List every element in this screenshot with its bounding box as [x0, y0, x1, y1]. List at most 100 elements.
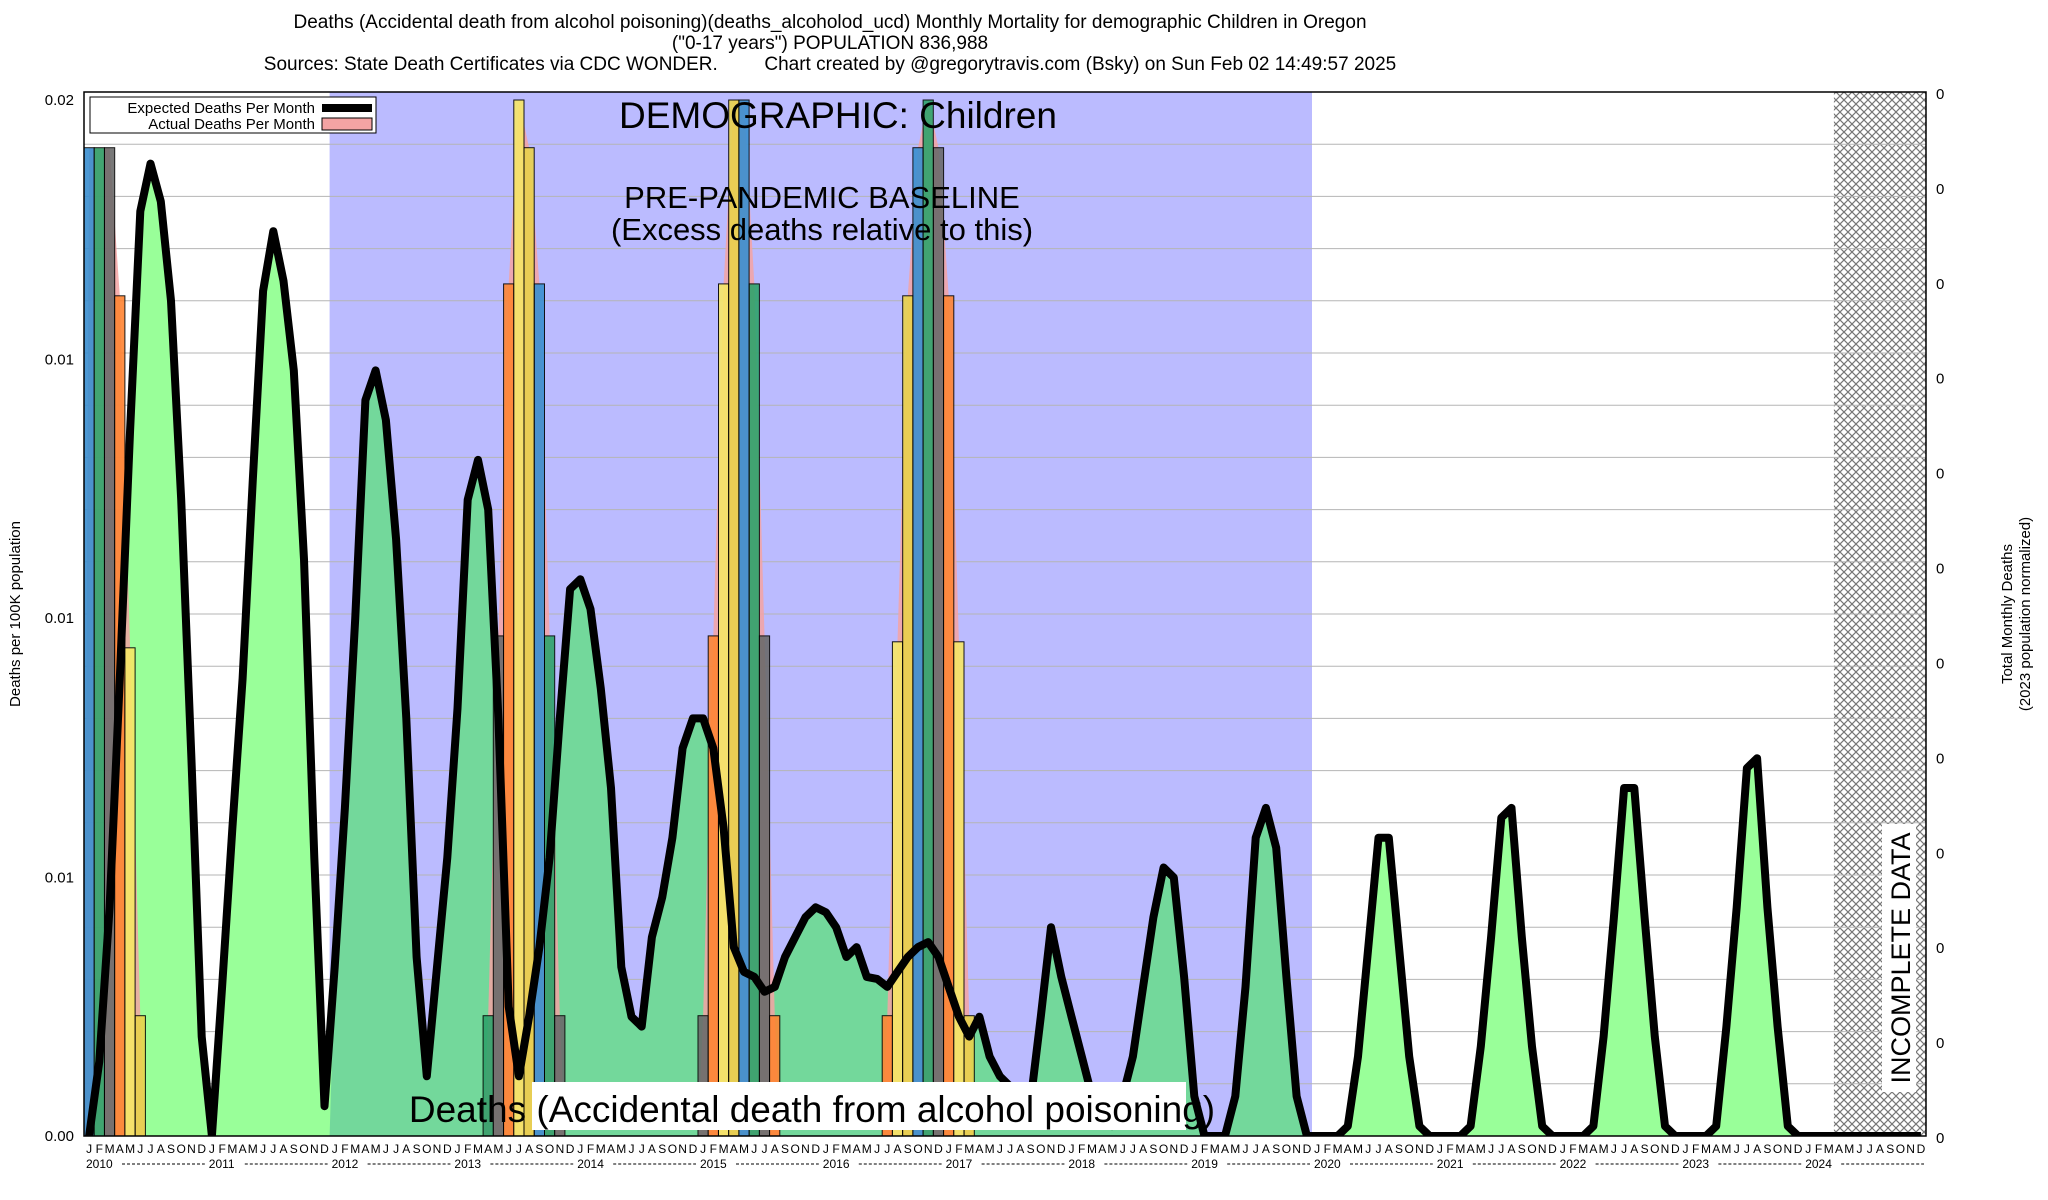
x-tick-month: M: [1230, 1142, 1240, 1156]
x-tick-month: J: [946, 1142, 952, 1156]
x-tick-year: 2013: [454, 1157, 481, 1171]
x-tick-month: J: [1498, 1142, 1504, 1156]
x-tick-month: O: [913, 1142, 922, 1156]
expected-deaths-line: [85, 159, 1921, 1136]
x-tick-month: O: [422, 1142, 431, 1156]
x-tick-month: M: [1476, 1142, 1486, 1156]
x-tick-month: M: [719, 1142, 729, 1156]
x-tick-month: M: [227, 1142, 237, 1156]
x-tick-month: A: [1098, 1142, 1106, 1156]
x-tick-month: M: [350, 1142, 360, 1156]
x-tick-year: 2014: [577, 1157, 604, 1171]
x-tick-month: S: [658, 1142, 666, 1156]
y2-tick-label: 0: [1936, 655, 1944, 672]
x-tick-month: A: [279, 1142, 287, 1156]
x-tick-month: O: [668, 1142, 677, 1156]
chart-credit: Chart created by @gregorytravis.com (Bsk…: [764, 54, 1397, 75]
x-tick-year: 2010: [86, 1157, 113, 1171]
x-tick-month: S: [1395, 1142, 1403, 1156]
x-tick-month: J: [1376, 1142, 1382, 1156]
x-tick-year: 2019: [1191, 1157, 1218, 1171]
x-tick-year: 2016: [823, 1157, 850, 1171]
x-tick-month: M: [125, 1142, 135, 1156]
chart-title: Deaths (Accidental death from alcohol po…: [293, 12, 1367, 33]
x-tick-month: F: [1569, 1142, 1576, 1156]
x-tick-month: A: [1385, 1142, 1393, 1156]
x-tick-month: J: [516, 1142, 522, 1156]
legend-actual-swatch: [321, 117, 373, 131]
x-tick-month: F: [1815, 1142, 1822, 1156]
x-tick-month: A: [1221, 1142, 1229, 1156]
x-tick-month: S: [290, 1142, 298, 1156]
baseline-label: PRE-PANDEMIC BASELINE: [624, 180, 1020, 215]
legend: Expected Deaths Per Month Actual Deaths …: [89, 96, 377, 134]
x-tick-month: N: [1292, 1142, 1301, 1156]
x-tick-month: A: [1876, 1142, 1884, 1156]
legend-expected-label: Expected Deaths Per Month: [127, 100, 315, 117]
bottom-label-box: [532, 1082, 1186, 1130]
x-tick-month: N: [1415, 1142, 1424, 1156]
actual-deaths-bar: [84, 147, 95, 1136]
y2-tick-label: 0: [1936, 276, 1944, 293]
x-tick-month: D: [811, 1142, 820, 1156]
x-tick-month: O: [1650, 1142, 1659, 1156]
x-tick-year: 2011: [209, 1157, 235, 1171]
actual-deaths-bar: [912, 147, 924, 1136]
x-tick-month: J: [332, 1142, 338, 1156]
legend-actual-label: Actual Deaths Per Month: [148, 116, 315, 133]
actual-deaths-bar: [769, 1015, 781, 1136]
x-tick-month: O: [545, 1142, 554, 1156]
x-tick-month: J: [1437, 1142, 1443, 1156]
x-tick-month: N: [1661, 1142, 1670, 1156]
x-tick-month: N: [433, 1142, 442, 1156]
x-tick-month: F: [464, 1142, 471, 1156]
x-tick-month: F: [955, 1142, 962, 1156]
x-tick-month: S: [781, 1142, 789, 1156]
x-tick-month: S: [1027, 1142, 1035, 1156]
y2-axis-title-line1: Total Monthly Deaths: [1999, 544, 2016, 684]
x-tick-month: N: [1169, 1142, 1178, 1156]
x-tick-month: J: [1611, 1142, 1617, 1156]
actual-deaths-bar: [728, 99, 740, 1136]
x-tick-month: A: [607, 1142, 615, 1156]
x-tick-month: M: [1210, 1142, 1220, 1156]
x-tick-month: F: [341, 1142, 348, 1156]
x-tick-year: 2015: [700, 1157, 727, 1171]
x-tick-month: D: [443, 1142, 452, 1156]
y-tick-label: 0.01: [45, 610, 74, 627]
x-tick-month: M: [841, 1142, 851, 1156]
incomplete-data-label: INCOMPLETE DATA: [1882, 824, 1916, 1092]
x-tick-year: 2017: [946, 1157, 973, 1171]
x-tick-month: M: [739, 1142, 749, 1156]
x-tick-month: N: [1783, 1142, 1792, 1156]
x-tick-month: O: [177, 1142, 186, 1156]
y2-tick-label: 0: [1936, 561, 1944, 578]
x-tick-month: M: [1721, 1142, 1731, 1156]
x-tick-month: D: [1057, 1142, 1066, 1156]
x-tick-month: D: [1794, 1142, 1803, 1156]
x-tick-month: D: [1548, 1142, 1557, 1156]
metric-label: Deaths (Accidental death from alcohol po…: [409, 1089, 1215, 1130]
x-tick-month: A: [157, 1142, 165, 1156]
x-tick-month: N: [1906, 1142, 1915, 1156]
y2-tick-label: 0: [1936, 1035, 1944, 1052]
y2-tick-label: 0: [1936, 1130, 1944, 1147]
x-tick-month: J: [1243, 1142, 1249, 1156]
x-tick-month: S: [535, 1142, 543, 1156]
x-tick-month: M: [1599, 1142, 1609, 1156]
x-tick-month: M: [1455, 1142, 1465, 1156]
x-tick-month: O: [1159, 1142, 1168, 1156]
baseline-expected-area: [329, 370, 1313, 1136]
x-tick-month: S: [1272, 1142, 1280, 1156]
x-tick-month: J: [1365, 1142, 1371, 1156]
x-tick-month: O: [299, 1142, 308, 1156]
x-tick-month: J: [997, 1142, 1003, 1156]
x-tick-month: A: [525, 1142, 533, 1156]
actual-deaths-bar: [943, 295, 955, 1136]
x-tick-month: J: [639, 1142, 645, 1156]
x-tick-month: D: [934, 1142, 943, 1156]
x-tick-month: A: [402, 1142, 410, 1156]
x-tick-month: J: [383, 1142, 389, 1156]
x-tick-month: A: [116, 1142, 124, 1156]
